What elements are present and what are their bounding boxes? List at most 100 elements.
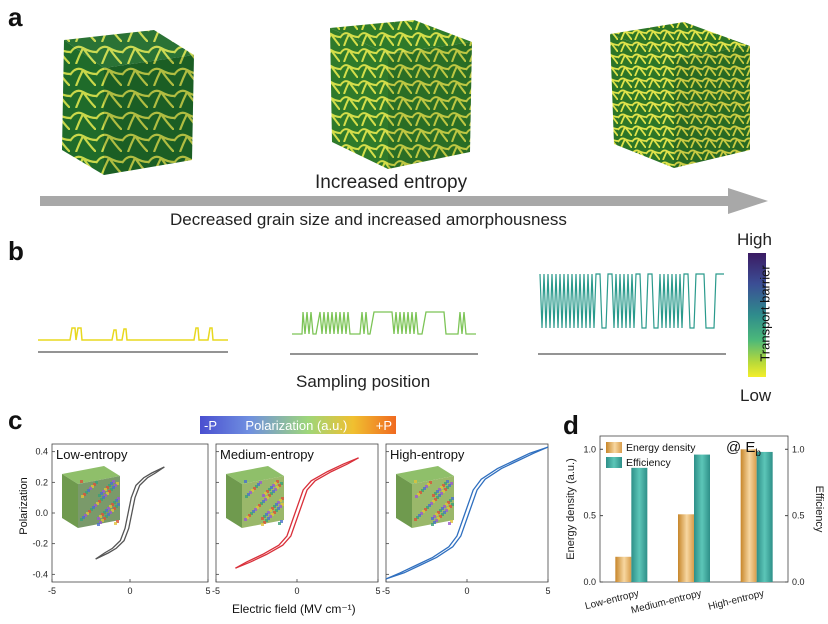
pe-cube-dot — [432, 494, 435, 497]
bar-legend-label-1: Efficiency — [626, 457, 671, 469]
pe-cube-dot — [419, 491, 422, 494]
pe-ytick-label-4: -0.4 — [32, 569, 48, 579]
pe-cube-dot — [116, 482, 119, 485]
bar-ylabel-left: Energy density (a.u.) — [565, 458, 577, 560]
pe-cube-dot — [117, 503, 120, 506]
pe-cube-dot — [266, 496, 269, 499]
pe-cube-dot — [277, 507, 280, 510]
arrow-top-label: Increased entropy — [315, 172, 468, 193]
pe-title-1: Medium-entropy — [220, 447, 314, 462]
pe-cube-dot — [113, 507, 116, 510]
pe-cube-dot — [269, 515, 272, 518]
medium-entropy-profile — [290, 311, 478, 355]
pe-xtick-label-1-1: 0 — [294, 586, 299, 596]
bar-ytick-right-label-0: 1.0 — [792, 444, 805, 454]
pe-cube-dot — [268, 488, 271, 491]
pe-xtick-label-0-0: -5 — [48, 586, 56, 596]
pe-cube-dot — [261, 523, 264, 526]
pe-cube-dot — [442, 484, 445, 487]
high-entropy-cube-image — [610, 22, 750, 168]
pe-cube-dot — [434, 492, 437, 495]
pe-cube-dot — [249, 491, 252, 494]
pe-cube-dot — [107, 513, 110, 516]
pe-loop-branch-up-2 — [385, 446, 549, 580]
pe-cube-dot — [103, 517, 106, 520]
pe-loop-branch-up-0 — [95, 466, 165, 560]
colorbar-title: Transport barrier — [757, 265, 773, 362]
pe-cube-dot — [110, 488, 113, 491]
pe-xtick-label-1-2: 5 — [375, 586, 380, 596]
pe-cube-dot — [113, 501, 116, 504]
pe-cube-dot — [276, 480, 279, 483]
transport-barrier-colorbar — [748, 253, 766, 377]
pe-cube-dot — [444, 488, 447, 491]
pe-ytick-label-3: -0.2 — [32, 539, 48, 549]
pe-cube-dot — [111, 509, 114, 512]
pe-ytick-label-1: 0.2 — [35, 477, 48, 487]
pe-cube-dot — [104, 494, 107, 497]
pe-xtick-label-0-2: 5 — [205, 586, 210, 596]
pe-cube-top-0 — [62, 466, 120, 484]
pe-cube-dot — [449, 499, 452, 502]
pe-cube-dot — [433, 515, 436, 518]
pe-cube-dot — [272, 490, 275, 493]
panel-c-letter: c — [8, 405, 23, 435]
pe-cube-dot — [265, 519, 268, 522]
pe-loop-branch-down-2 — [385, 446, 549, 580]
energy-efficiency-bar-chart: 1.0 1.00.5 0.50.0 0.0Low-entropyMedium-entr… — [565, 435, 825, 616]
pe-cube-dot — [115, 499, 118, 502]
pe-cube-dot — [92, 506, 95, 509]
pe-loop-branch-down-1 — [235, 457, 359, 569]
bar-efficiency-2 — [756, 451, 773, 582]
pe-cube-dot — [262, 500, 265, 503]
pe-cube-dot — [90, 508, 93, 511]
pe-cube-dot — [423, 487, 426, 490]
pe-cube-dot — [109, 505, 112, 508]
pe-cube-dot — [436, 490, 439, 493]
bar-efficiency-1 — [694, 454, 710, 582]
pe-cube-dot — [117, 497, 120, 500]
pe-cube-dot — [279, 499, 282, 502]
pe-cube-dot — [437, 511, 440, 514]
low-entropy-cube-image — [62, 30, 194, 175]
pe-cube-dot — [258, 504, 261, 507]
pe-cube-dot — [102, 496, 105, 499]
pe-cube-dot — [104, 488, 107, 491]
pe-cube-dot — [430, 502, 433, 505]
pe-cube-dot — [251, 489, 254, 492]
pe-cube-dot — [252, 510, 255, 513]
pe-cube-dot — [421, 489, 424, 492]
bar-ytick-left-label-0: 1.0 — [583, 444, 596, 454]
pe-cube-dot — [425, 485, 428, 488]
bar-legend-label-0: Energy density — [626, 442, 696, 454]
pe-cube-dot — [278, 484, 281, 487]
pe-cube-dot — [267, 517, 270, 520]
bar-ytick-right-label-1: 0.5 — [792, 511, 805, 521]
pe-cube-dot — [115, 505, 118, 508]
pe-cube-dot — [416, 516, 419, 519]
pe-cube-dot — [443, 511, 446, 514]
pe-cube-dot — [112, 486, 115, 489]
bar-legend-swatch-1 — [606, 457, 622, 468]
pe-cube-dot — [260, 502, 263, 505]
pe-cube-dot — [442, 490, 445, 493]
pe-cube-dot — [418, 514, 421, 517]
pe-cube-dot — [114, 484, 117, 487]
pe-cube-dot — [274, 482, 277, 485]
pe-cube-dot — [116, 520, 119, 523]
pe-cube-dot — [451, 497, 454, 500]
pe-xtick-label-0-1: 0 — [127, 586, 132, 596]
pe-cube-dot — [98, 500, 101, 503]
pe-cube-dot — [269, 509, 272, 512]
pe-cube-dot — [85, 491, 88, 494]
pe-title-0: Low-entropy — [56, 447, 128, 462]
entropy-arrow — [40, 188, 768, 214]
pe-cube-dot — [259, 481, 262, 484]
pe-cube-dot — [245, 495, 248, 498]
pe-cube-dot — [446, 486, 449, 489]
pe-cube-dot — [93, 483, 96, 486]
pe-cube-dot — [257, 483, 260, 486]
pe-cube-dot — [266, 490, 269, 493]
pe-cube-dot — [438, 494, 441, 497]
pe-cube-dot — [98, 494, 101, 497]
